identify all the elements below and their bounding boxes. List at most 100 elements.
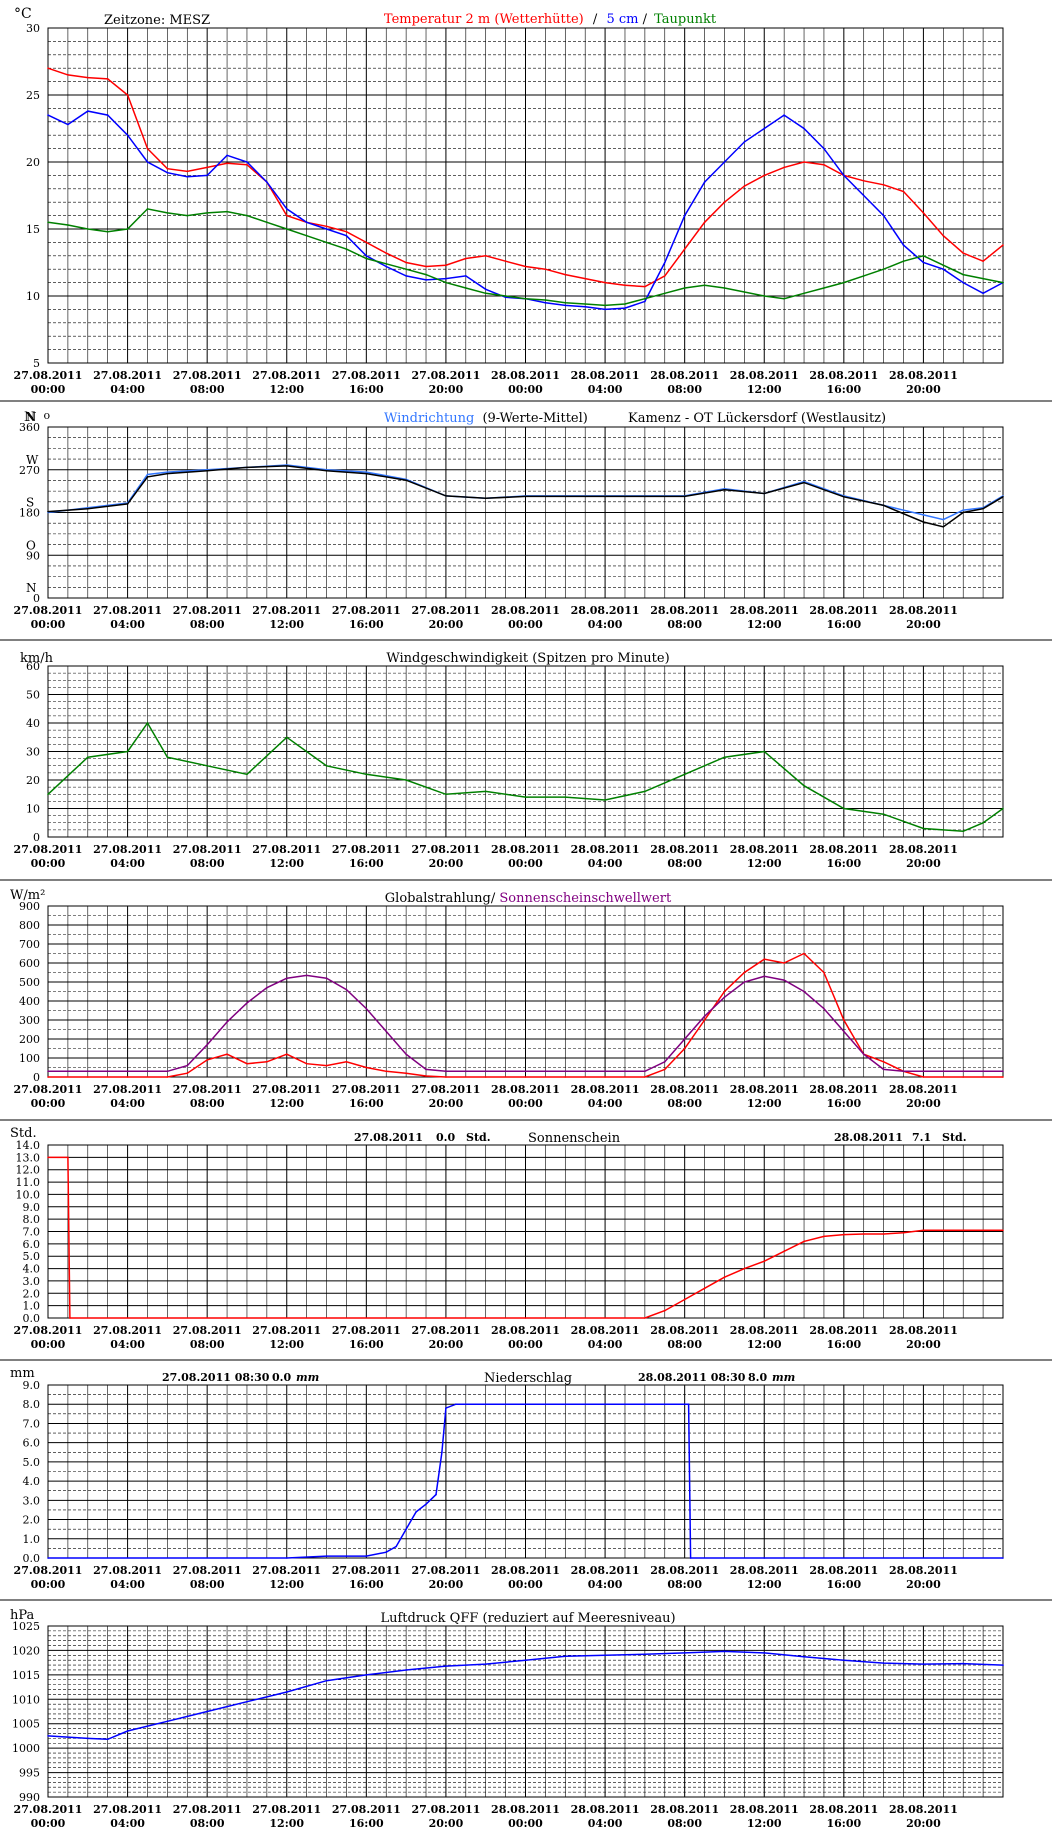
data-point	[325, 1679, 328, 1682]
data-point	[405, 268, 407, 271]
data-point	[803, 481, 805, 484]
x-tick-time: 08:00	[190, 1097, 225, 1110]
data-point	[465, 257, 467, 260]
sunshine-day1-value: 0.0	[436, 1131, 455, 1144]
data-point	[843, 281, 845, 284]
x-tick-date: 28.08.2011	[730, 1803, 799, 1816]
series-line	[47, 465, 1004, 528]
sunshine-chart: 0.01.02.03.04.05.06.07.08.09.010.011.012…	[14, 1139, 1004, 1351]
data-point	[47, 1735, 49, 1737]
x-tick-date: 28.08.2011	[650, 1083, 719, 1096]
y-tick-label: 5.0	[23, 1250, 41, 1263]
data-point	[425, 1068, 427, 1071]
x-tick-date: 28.08.2011	[571, 369, 640, 382]
x-tick-time: 08:00	[190, 1338, 225, 1351]
data-point	[843, 1233, 845, 1236]
data-point	[166, 212, 169, 214]
y-tick-label: 30	[26, 22, 40, 35]
x-tick-date: 28.08.2011	[730, 369, 799, 382]
x-tick-time: 16:00	[826, 1578, 861, 1591]
data-point	[703, 284, 706, 287]
data-point	[425, 1075, 427, 1077]
data-point	[305, 1062, 308, 1065]
data-point	[186, 1064, 189, 1067]
x-tick-time: 20:00	[429, 1338, 464, 1351]
data-point	[982, 292, 984, 295]
data-point	[723, 756, 726, 758]
data-point	[664, 292, 666, 295]
data-point	[126, 134, 129, 136]
x-tick-time: 08:00	[667, 1097, 702, 1110]
data-point	[425, 279, 427, 281]
data-point	[687, 1403, 690, 1405]
wind-dir-unit-label: N o	[24, 409, 51, 425]
data-point	[882, 1233, 885, 1235]
data-point	[166, 756, 169, 758]
data-point	[1002, 1076, 1004, 1078]
y-tick-label: 600	[19, 957, 40, 970]
data-point	[385, 263, 388, 265]
data-point	[823, 1235, 825, 1238]
data-point	[823, 971, 825, 974]
data-point	[584, 277, 586, 280]
x-tick-date: 27.08.2011	[93, 1324, 162, 1337]
y-tick-label: 10	[26, 803, 40, 816]
data-point	[47, 67, 49, 69]
data-point	[902, 244, 905, 246]
data-point	[206, 212, 208, 214]
x-tick-date: 27.08.2011	[93, 1083, 162, 1096]
data-point	[962, 252, 964, 254]
data-point	[345, 1555, 348, 1557]
y-tick-label: 700	[19, 938, 40, 951]
data-point	[47, 1076, 49, 1078]
x-tick-time: 08:00	[667, 618, 702, 631]
rain-day2-unit: mm	[772, 1371, 795, 1384]
wind-speed-chart: 010203040506027.08.201100:0027.08.201104…	[14, 660, 1004, 870]
x-tick-time: 12:00	[269, 1338, 304, 1351]
data-point	[69, 1317, 71, 1319]
data-point	[723, 287, 726, 289]
x-tick-time: 20:00	[429, 1097, 464, 1110]
y-tick-label: 900	[19, 900, 40, 913]
x-tick-time: 20:00	[429, 1817, 464, 1830]
data-point	[763, 958, 766, 960]
x-tick-time: 20:00	[906, 1578, 941, 1591]
y-tick-label: 11.0	[16, 1176, 41, 1189]
y-tick-label: 995	[19, 1767, 40, 1780]
y-tick-label: 0	[33, 1071, 40, 1084]
data-point	[544, 268, 547, 271]
y-tick-label: 7.0	[23, 1417, 41, 1430]
x-tick-date: 27.08.2011	[252, 1564, 321, 1577]
y-tick-label: 3.0	[23, 1494, 41, 1507]
x-tick-date: 28.08.2011	[889, 1324, 958, 1337]
rain-title: Niederschlag	[484, 1371, 572, 1386]
data-point	[47, 793, 49, 796]
data-point	[1002, 244, 1004, 246]
data-point	[882, 813, 885, 815]
x-tick-time: 04:00	[588, 857, 623, 870]
x-tick-time: 08:00	[190, 1817, 225, 1830]
data-point	[146, 722, 149, 724]
x-tick-date: 27.08.2011	[93, 604, 162, 617]
data-point	[982, 277, 984, 280]
data-point	[783, 979, 785, 981]
data-point	[435, 1493, 437, 1496]
y-tick-label: 1020	[12, 1644, 40, 1657]
x-tick-date: 27.08.2011	[411, 1564, 480, 1577]
x-tick-time: 00:00	[508, 618, 543, 631]
data-point	[524, 495, 527, 498]
pressure-title: Luftdruck QFF (reduziert auf Meeresnivea…	[380, 1611, 675, 1626]
y-tick-label: 200	[19, 1033, 40, 1046]
data-point	[365, 241, 368, 244]
x-tick-date: 28.08.2011	[809, 369, 878, 382]
data-point	[962, 509, 964, 511]
x-tick-date: 27.08.2011	[252, 843, 321, 856]
data-point	[166, 167, 169, 170]
x-tick-time: 20:00	[906, 1097, 941, 1110]
data-point	[87, 1076, 89, 1078]
x-tick-date: 27.08.2011	[332, 1803, 401, 1816]
data-point	[266, 986, 268, 989]
wind-dir-legend-blue: Windrichtung	[384, 411, 474, 426]
temperature-chart: 5101520253027.08.201100:0027.08.201104:0…	[14, 22, 1004, 396]
data-point	[1002, 1229, 1004, 1232]
